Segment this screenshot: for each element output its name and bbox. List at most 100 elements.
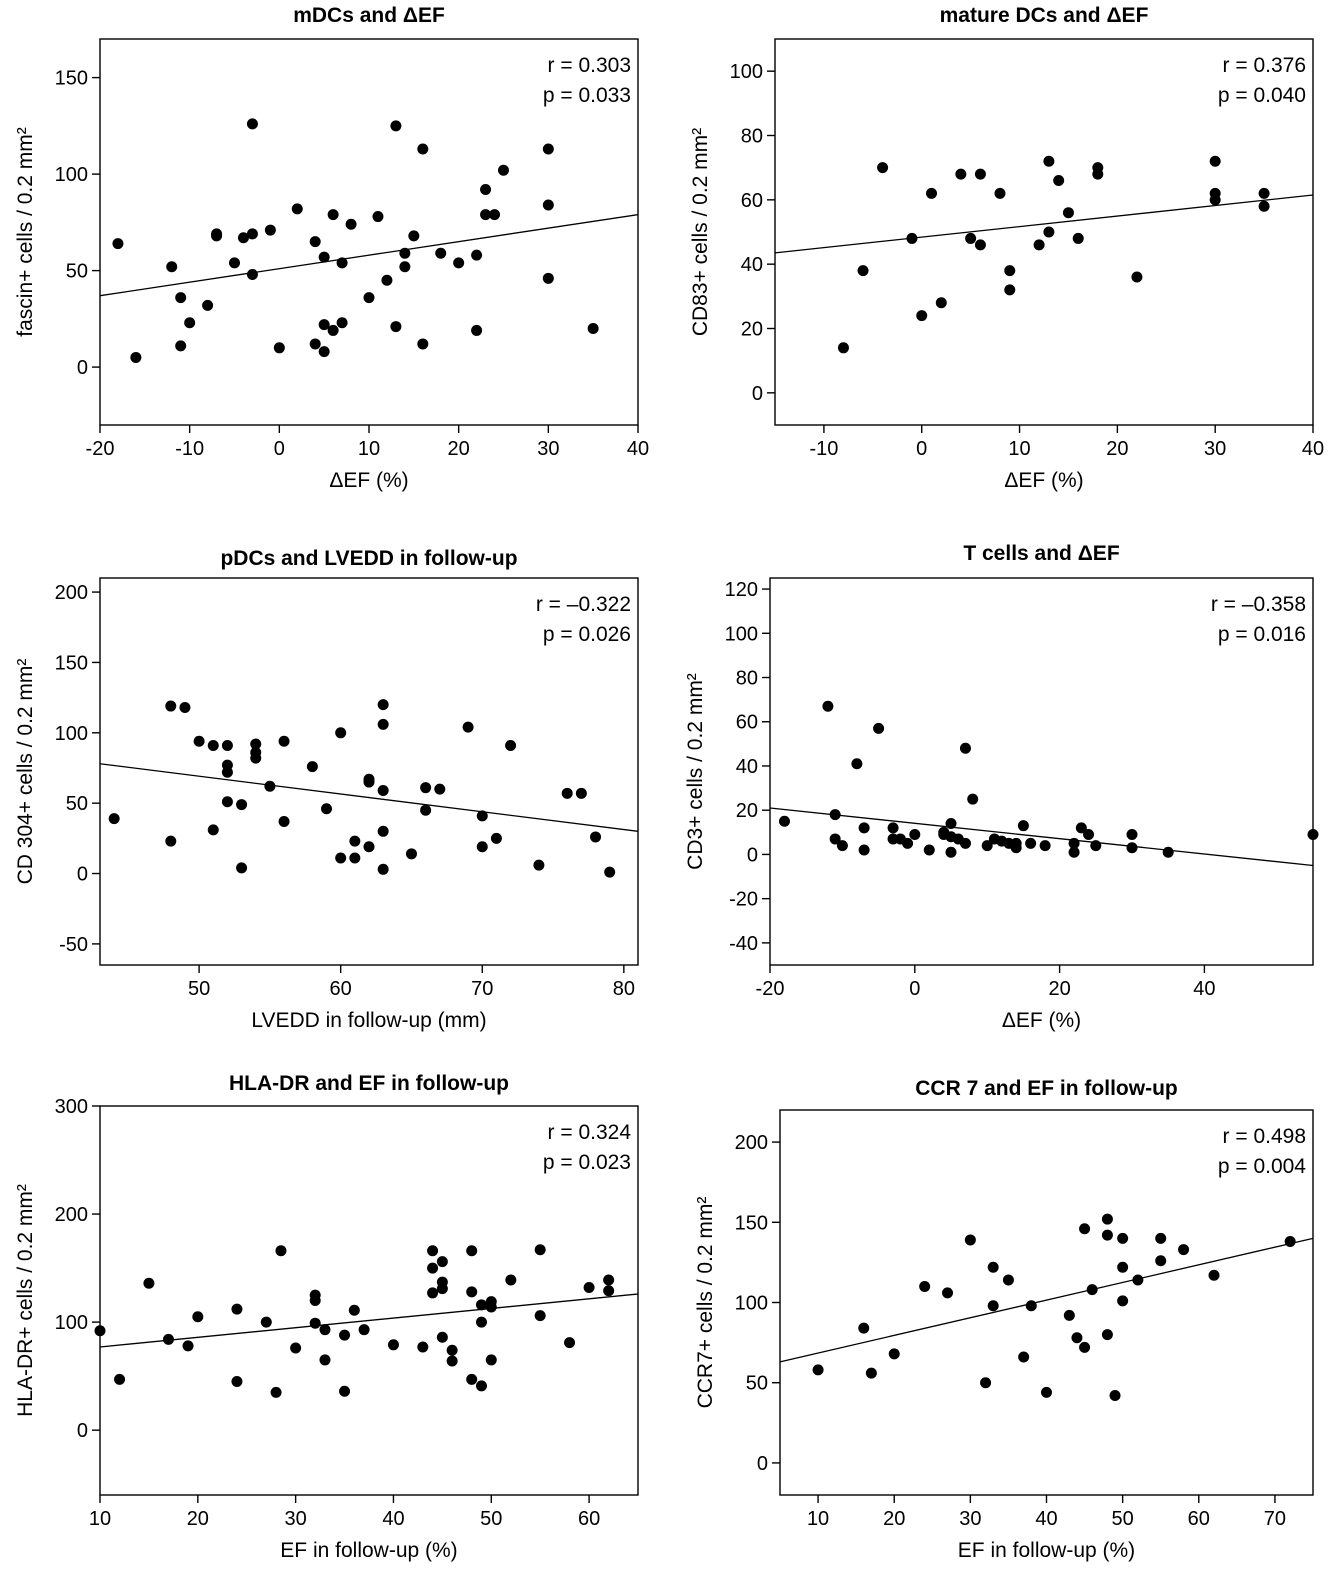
y-tick-label: 0 <box>757 1453 768 1475</box>
data-point <box>829 833 841 845</box>
data-point <box>184 317 196 329</box>
data-point <box>1258 200 1270 212</box>
correlation-r: r = –0.322 <box>536 593 631 616</box>
data-point <box>193 735 205 747</box>
data-point <box>603 1274 615 1286</box>
data-point <box>309 338 321 350</box>
data-point <box>485 1354 497 1366</box>
data-point <box>1258 187 1270 199</box>
data-point <box>408 230 420 242</box>
data-point <box>377 825 389 837</box>
x-tick-label: 20 <box>1048 978 1070 1000</box>
x-tick-label: 10 <box>358 438 380 460</box>
data-point <box>1063 1309 1075 1321</box>
data-point <box>1117 1232 1129 1244</box>
data-point <box>345 218 357 230</box>
data-point <box>1086 1284 1098 1296</box>
x-tick-label: 60 <box>1188 1508 1210 1530</box>
x-tick-label: 30 <box>959 1508 981 1530</box>
y-tick-label: 40 <box>736 756 758 778</box>
y-tick-label: 100 <box>55 164 88 186</box>
data-point <box>575 787 587 799</box>
data-point <box>327 324 339 336</box>
p-value: p = 0.026 <box>543 623 631 646</box>
data-point <box>417 143 429 155</box>
data-point <box>1004 265 1016 277</box>
y-tick-label: -40 <box>729 933 758 955</box>
data-point <box>1004 284 1016 296</box>
data-point <box>987 1261 999 1273</box>
data-point <box>1079 1223 1091 1235</box>
data-point <box>475 1380 487 1392</box>
data-point <box>250 752 262 764</box>
data-point <box>857 265 869 277</box>
data-point <box>916 310 928 322</box>
data-point <box>327 209 339 221</box>
data-point <box>221 766 233 778</box>
data-point <box>94 1325 106 1337</box>
data-point <box>112 238 124 250</box>
data-point <box>1307 829 1319 841</box>
y-axis-label: CCR7+ cells / 0.2 mm² <box>694 1197 717 1409</box>
data-point <box>1162 846 1174 858</box>
data-point <box>1075 822 1087 834</box>
data-point <box>335 852 347 864</box>
x-tick-label: 40 <box>1302 438 1324 460</box>
p-value: p = 0.040 <box>1218 84 1306 107</box>
data-point <box>165 835 177 847</box>
data-point <box>246 228 258 240</box>
y-tick-label: 0 <box>77 357 88 379</box>
data-point <box>1101 1213 1113 1225</box>
data-point <box>270 1386 282 1398</box>
correlation-r: r = 0.376 <box>1223 54 1306 77</box>
data-point <box>919 1280 931 1292</box>
p-value: p = 0.033 <box>543 84 631 107</box>
plot-frame <box>769 577 1314 966</box>
data-point <box>945 817 957 829</box>
data-point <box>1002 1274 1014 1286</box>
data-point <box>906 232 918 244</box>
data-point <box>909 829 921 841</box>
data-point <box>278 815 290 827</box>
data-point <box>822 700 834 712</box>
data-point <box>336 257 348 269</box>
data-point <box>318 251 330 263</box>
data-point <box>542 143 554 155</box>
data-point <box>480 184 492 196</box>
y-axis-label: CD 304+ cells / 0.2 mm² <box>14 659 37 885</box>
data-point <box>926 187 938 199</box>
data-point <box>462 721 474 733</box>
y-tick-label: 150 <box>55 652 88 674</box>
x-tick-label: 80 <box>613 978 635 1000</box>
data-point <box>865 1367 877 1379</box>
x-tick-label: 50 <box>1112 1508 1134 1530</box>
data-point <box>246 118 258 130</box>
data-point <box>446 1355 458 1367</box>
y-tick-label: 0 <box>747 844 758 866</box>
x-axis-label: LVEDD in follow-up (mm) <box>251 1009 486 1032</box>
data-point <box>858 822 870 834</box>
scatter-panel-3: pDCs and LVEDD in follow-up 50 60 70 80 -50 0 5… <box>14 547 639 1032</box>
data-point <box>264 224 276 236</box>
x-tick-label: 10 <box>807 1508 829 1530</box>
p-value: p = 0.016 <box>1218 623 1306 646</box>
data-point <box>1039 840 1051 852</box>
data-point <box>143 1277 155 1289</box>
data-point <box>381 274 393 286</box>
x-tick-label: -10 <box>175 438 204 460</box>
data-point <box>372 211 384 223</box>
p-value: p = 0.004 <box>1218 1155 1306 1178</box>
data-point <box>837 342 849 354</box>
data-point <box>358 1324 370 1336</box>
data-point <box>471 324 483 336</box>
x-tick-label: 10 <box>89 1508 111 1530</box>
data-point <box>1072 232 1084 244</box>
data-point <box>1043 155 1055 167</box>
data-point <box>476 841 488 853</box>
x-tick-label: 60 <box>330 978 352 1000</box>
y-tick-label: 0 <box>77 864 88 886</box>
data-point <box>1068 837 1080 849</box>
data-point <box>490 832 502 844</box>
y-tick-label: 40 <box>741 254 763 276</box>
data-point <box>942 1287 954 1299</box>
